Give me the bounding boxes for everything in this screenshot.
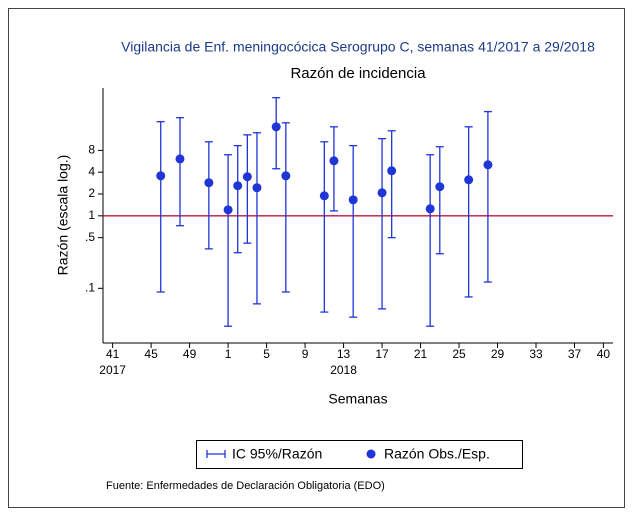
y-tick-label: 8 xyxy=(88,143,95,157)
point xyxy=(387,166,397,176)
x-tick-label: 49 xyxy=(183,347,197,361)
y-tick-label: .5 xyxy=(85,230,95,244)
point xyxy=(329,156,339,166)
source-note: Fuente: Enfermedades de Declaración Obli… xyxy=(106,480,385,492)
point xyxy=(252,183,262,193)
x-tick-label: 9 xyxy=(302,347,309,361)
x-tick-label: 21 xyxy=(414,347,428,361)
point xyxy=(319,191,329,201)
x-axis-title: Semanas xyxy=(328,391,387,407)
frame xyxy=(8,8,625,508)
x-tick-label: 33 xyxy=(529,347,543,361)
y-tick-label: 4 xyxy=(88,164,95,178)
y-axis-title: Razón (escala log.) xyxy=(55,155,71,276)
point xyxy=(204,178,214,188)
point xyxy=(156,171,166,181)
x-tick-label: 13 xyxy=(337,347,351,361)
y-tick-label: 1 xyxy=(88,208,95,222)
x-tick-label: 45 xyxy=(144,347,158,361)
y-tick-label: .1 xyxy=(85,280,95,294)
legend-box xyxy=(196,440,523,469)
chart-subtitle: Razón de incidencia xyxy=(290,65,426,82)
point xyxy=(435,182,445,192)
point xyxy=(464,175,474,185)
legend-symbol xyxy=(366,449,376,459)
chart-title: Vigilancia de Enf. meningocócica Serogru… xyxy=(121,39,595,55)
x-tick-label: 1 xyxy=(225,347,232,361)
point xyxy=(233,181,243,191)
point xyxy=(271,122,281,132)
year-label: 2017 xyxy=(99,363,126,377)
x-tick-label: 37 xyxy=(568,347,582,361)
point xyxy=(425,204,435,214)
year-label: 2018 xyxy=(330,363,357,377)
x-tick-label: 17 xyxy=(375,347,389,361)
point xyxy=(223,205,233,215)
point xyxy=(242,172,252,182)
point xyxy=(483,160,493,170)
x-tick-label: 5 xyxy=(263,347,270,361)
y-tick-label: 2 xyxy=(88,186,95,200)
x-tick-label: 41 xyxy=(106,347,120,361)
point xyxy=(377,188,387,198)
point xyxy=(175,154,185,164)
x-tick-label: 25 xyxy=(452,347,466,361)
x-tick-label: 29 xyxy=(491,347,505,361)
point xyxy=(348,195,358,205)
x-tick-label: 40 xyxy=(597,347,611,361)
legend-label: Razón Obs./Esp. xyxy=(384,446,490,462)
legend-label: IC 95%/Razón xyxy=(232,446,322,462)
point xyxy=(281,171,291,181)
